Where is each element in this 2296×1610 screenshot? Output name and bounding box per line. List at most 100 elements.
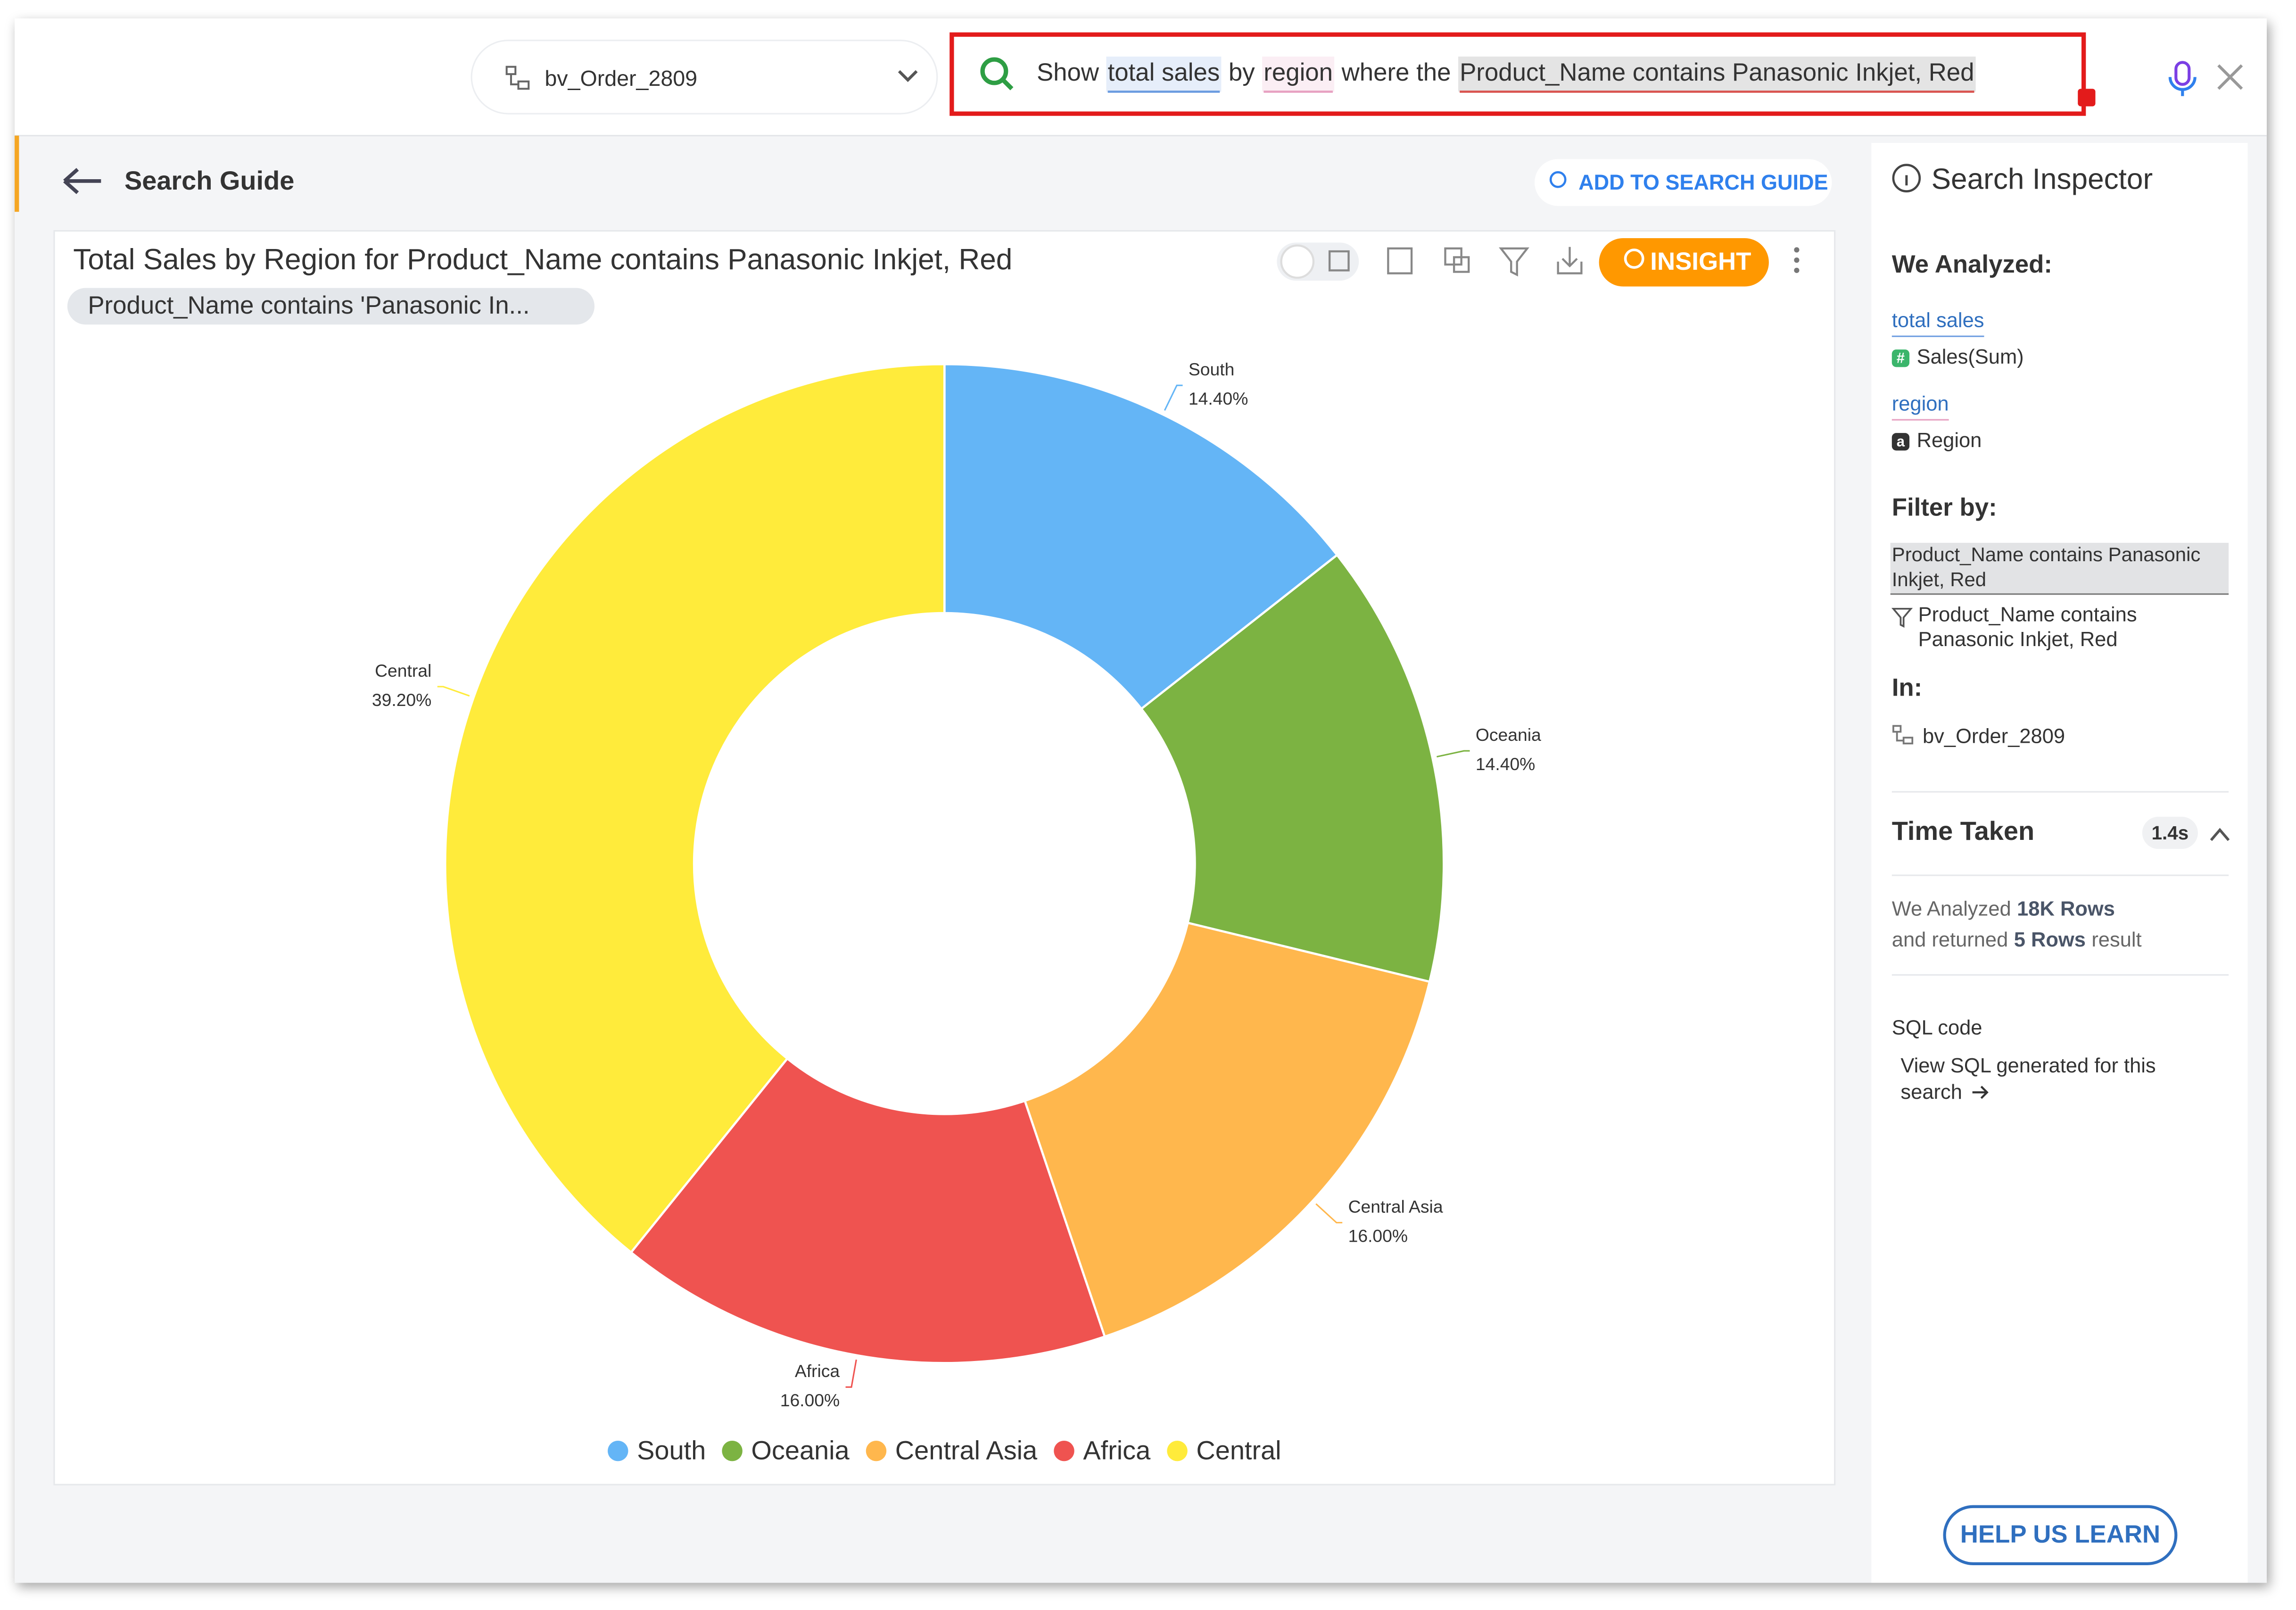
add-icon	[1549, 171, 1567, 188]
query: Show total sales by region where the Product_…	[1037, 56, 1976, 93]
slice-label: Central Asia	[1348, 1196, 1443, 1216]
legend-label: Oceania	[751, 1436, 850, 1465]
sql-heading: SQL code	[1892, 1017, 1982, 1039]
stats-text: result	[2091, 929, 2141, 951]
stats-line: We Analyzed 18K Rows	[1892, 898, 2115, 921]
slice-label: Central	[375, 661, 431, 681]
time-value: 1.4s	[2152, 822, 2189, 844]
legend-item[interactable]: Central	[1167, 1436, 1281, 1465]
clear-icon[interactable]	[2217, 64, 2243, 90]
inspector-title: Search Inspector	[1932, 163, 2153, 195]
slice-value: 14.40%	[1476, 754, 1535, 774]
slice-value: 16.00%	[780, 1390, 840, 1410]
stats-text: We Analyzed	[1892, 898, 2011, 921]
legend-item[interactable]: Central Asia	[866, 1436, 1038, 1465]
legend-marker	[722, 1440, 743, 1461]
legend-item[interactable]: Africa	[1054, 1436, 1151, 1465]
legend-label: Central Asia	[895, 1436, 1038, 1465]
legend-marker	[1054, 1440, 1074, 1461]
help-label[interactable]: HELP US LEARN	[1960, 1520, 2160, 1548]
add-button[interactable]	[1534, 159, 1832, 206]
heading: Time Taken	[1892, 816, 2034, 846]
table-view[interactable]	[1328, 250, 1350, 272]
filter-detail: Product_Name contains Panasonic Inkjet, R…	[1918, 604, 2137, 651]
insight-label[interactable]: INSIGHT	[1650, 248, 1751, 275]
slice-value: 39.20%	[372, 690, 431, 710]
slice-value: 16.00%	[1348, 1226, 1408, 1246]
type-icon	[1891, 433, 1910, 451]
column-name: Region	[1917, 429, 1982, 452]
tool-icon[interactable]	[1453, 256, 1470, 273]
leader-line	[1437, 750, 1470, 758]
query-term: where the	[1341, 58, 1451, 86]
dataset-icon	[1892, 725, 1914, 745]
leader-line	[1164, 384, 1183, 411]
legend-label: Central	[1196, 1436, 1281, 1465]
back-arrow[interactable]	[63, 168, 101, 194]
legend-item[interactable]: South	[607, 1436, 706, 1465]
filter-icon[interactable]	[1499, 247, 1529, 277]
query-term: Product_Name contains Panasonic Inkjet, …	[1460, 58, 1974, 86]
slice	[943, 363, 1339, 711]
insight-button[interactable]	[1599, 238, 1769, 287]
slice	[1140, 553, 1445, 983]
stats-value: 5 Rows	[2014, 929, 2086, 951]
slice-label: Oceania	[1476, 725, 1541, 745]
mic-icon[interactable]	[2168, 61, 2197, 96]
slice-value: 14.40%	[1189, 389, 1248, 408]
info-icon	[1892, 164, 1921, 192]
type-icon-label: a	[1897, 433, 1905, 450]
tool-icon[interactable]	[1387, 247, 1413, 274]
dataset-dropdown[interactable]	[471, 40, 938, 115]
add-label[interactable]: ADD TO SEARCH GUIDE	[1578, 170, 1828, 194]
analyzed-term: region	[1892, 393, 1949, 415]
slice	[444, 363, 946, 1254]
toolbar	[1277, 242, 1583, 281]
dropdown-caret	[898, 70, 918, 82]
filter-icon	[1891, 607, 1913, 628]
marker	[2078, 89, 2096, 107]
back-label[interactable]: Search Guide	[124, 166, 294, 195]
insight-icon	[1624, 249, 1644, 269]
collapse-icon[interactable]	[2210, 828, 2230, 841]
legend-item[interactable]: Oceania	[722, 1436, 850, 1465]
dataset-name: bv_Order_2809	[1923, 725, 2065, 748]
analyzed-list: total sales # Sales(Sum) region a Region	[1891, 309, 2024, 452]
term-highlight	[1458, 56, 1976, 92]
filter-term-bg	[1890, 543, 2229, 594]
legend: South Oceania Central Asia Africa Central	[607, 1436, 1281, 1465]
legend-marker	[866, 1440, 887, 1461]
dataset-icon	[505, 66, 530, 90]
filter-chip-label: Product_Name contains 'Panasonic In...	[88, 291, 529, 319]
dataset-name: bv_Order_2809	[545, 66, 697, 91]
slice	[1023, 921, 1431, 1338]
query-term: by	[1229, 58, 1255, 86]
filter-chip[interactable]	[67, 288, 595, 325]
filter-term: Product_Name contains Panasonic Inkjet, R…	[1892, 543, 2201, 590]
query-term: total sales	[1108, 58, 1220, 86]
chart-view[interactable]	[1280, 244, 1315, 279]
stats-text: and returned	[1892, 929, 2008, 951]
term-highlight	[1106, 56, 1222, 92]
type-icon-label: #	[1897, 349, 1905, 366]
time-pill	[2142, 816, 2198, 849]
leader-line	[1315, 1203, 1343, 1224]
slice-label: Africa	[795, 1361, 840, 1381]
sql-link[interactable]: View SQL generated for this search	[1900, 1054, 2156, 1104]
download-icon[interactable]	[1557, 247, 1583, 274]
column-name: Sales(Sum)	[1917, 346, 2024, 368]
more-icon[interactable]	[1794, 247, 1800, 273]
help-button[interactable]	[1943, 1505, 2178, 1565]
leader-line	[437, 686, 470, 697]
legend-marker	[1167, 1440, 1188, 1461]
slice-label: South	[1189, 359, 1234, 379]
inspector-panel	[1871, 143, 2248, 1583]
legend-label: Africa	[1083, 1436, 1151, 1465]
analyzed-term: total sales	[1892, 309, 1984, 332]
heading: In:	[1892, 674, 1922, 702]
query-term: Show	[1037, 58, 1099, 86]
chart-title: Total Sales by Region for Product_Name c…	[73, 243, 1012, 276]
search-icon	[1001, 78, 1014, 91]
